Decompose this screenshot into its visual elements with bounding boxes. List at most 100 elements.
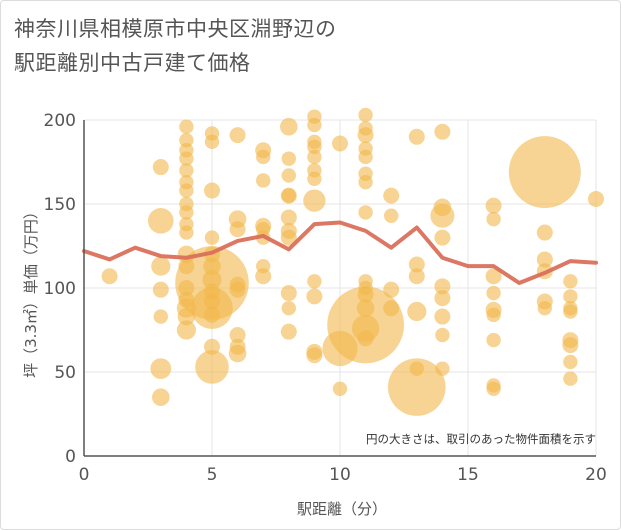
data-bubble bbox=[563, 371, 578, 386]
y-tick-label: 0 bbox=[65, 447, 76, 467]
chart-title: 神奈川県相模原市中央区淵野辺の 駅距離別中古戸建て価格 bbox=[14, 12, 337, 80]
data-bubble bbox=[229, 281, 246, 298]
data-bubble bbox=[280, 209, 297, 226]
data-bubble bbox=[179, 225, 194, 240]
data-bubble bbox=[307, 171, 322, 186]
trend-line-layer bbox=[82, 220, 598, 285]
x-tick-label: 5 bbox=[207, 465, 218, 485]
y-tick-label: 50 bbox=[54, 363, 76, 383]
data-bubble bbox=[563, 289, 578, 304]
data-bubble bbox=[384, 208, 399, 223]
data-bubble bbox=[280, 323, 297, 340]
data-bubble bbox=[562, 337, 579, 354]
data-bubble bbox=[383, 187, 400, 204]
data-bubble bbox=[486, 285, 501, 301]
data-bubble bbox=[358, 149, 373, 165]
y-tick-label: 200 bbox=[44, 111, 76, 131]
data-bubble bbox=[485, 197, 502, 214]
x-tick-label: 0 bbox=[79, 465, 90, 485]
data-bubble bbox=[563, 274, 578, 289]
data-bubble bbox=[430, 203, 455, 228]
data-bubble bbox=[280, 229, 297, 246]
data-bubble bbox=[150, 358, 172, 380]
data-bubble bbox=[485, 268, 502, 285]
data-bubble bbox=[280, 117, 298, 136]
data-bubble bbox=[358, 174, 373, 190]
chart-title-line1: 神奈川県相模原市中央区淵野辺の bbox=[14, 17, 337, 41]
data-bubble bbox=[537, 300, 552, 316]
x-tick-label: 20 bbox=[585, 465, 607, 485]
y-tick-label: 150 bbox=[44, 195, 76, 215]
bubble-size-note: 円の大きさは、取引のあった物件面積を示す bbox=[366, 432, 596, 446]
data-bubble bbox=[280, 187, 297, 204]
data-bubble bbox=[228, 344, 247, 363]
data-bubble bbox=[508, 136, 581, 209]
data-bubble bbox=[434, 290, 451, 307]
data-bubble bbox=[179, 163, 194, 178]
data-bubble bbox=[306, 347, 323, 364]
x-axis-label: 駅距離（分） bbox=[297, 500, 387, 518]
data-bubble bbox=[407, 301, 427, 322]
data-bubble bbox=[408, 256, 425, 273]
data-bubble bbox=[434, 308, 451, 325]
data-bubble bbox=[152, 388, 170, 407]
data-bubble bbox=[101, 268, 118, 285]
data-bubble bbox=[229, 327, 246, 344]
data-bubble bbox=[151, 256, 171, 276]
data-bubble bbox=[179, 132, 194, 148]
data-bubble bbox=[307, 139, 322, 155]
data-bubble bbox=[204, 182, 220, 199]
data-bubble bbox=[434, 123, 451, 140]
data-bubble bbox=[176, 320, 196, 340]
data-bubble bbox=[153, 309, 168, 324]
data-bubble bbox=[486, 307, 501, 323]
data-bubble bbox=[195, 350, 229, 384]
data-bubble bbox=[588, 190, 604, 207]
data-bubble bbox=[408, 268, 425, 285]
chart-title-line2: 駅距離別中古戸建て価格 bbox=[14, 51, 251, 75]
data-bubble bbox=[434, 278, 451, 295]
data-bubble bbox=[179, 151, 194, 166]
data-bubble bbox=[408, 128, 425, 145]
data-bubble bbox=[563, 354, 578, 370]
data-bubble bbox=[434, 229, 451, 246]
data-bubble bbox=[536, 224, 553, 241]
data-bubble bbox=[179, 205, 194, 220]
data-bubble bbox=[435, 361, 450, 376]
y-axis-label: 坪（3.3㎡）単価（万円） bbox=[22, 204, 40, 378]
data-bubble bbox=[486, 381, 501, 396]
data-bubble bbox=[281, 168, 296, 183]
data-bubble bbox=[148, 208, 174, 234]
axes: 0 50 100 150 200 0 5 10 15 20 bbox=[44, 111, 607, 485]
trend-line bbox=[82, 220, 598, 285]
data-bubble bbox=[388, 358, 446, 416]
data-bubble bbox=[229, 221, 246, 238]
data-bubble bbox=[306, 288, 323, 305]
data-bubble bbox=[332, 381, 348, 396]
data-bubble bbox=[307, 149, 322, 165]
data-bubble bbox=[281, 300, 296, 316]
data-bubble bbox=[486, 332, 501, 348]
data-bubble bbox=[255, 268, 272, 285]
data-bubble bbox=[563, 304, 578, 319]
data-bubble bbox=[303, 189, 326, 212]
data-bubble bbox=[280, 285, 297, 302]
data-bubble bbox=[307, 274, 322, 289]
data-bubble bbox=[486, 211, 501, 227]
data-bubble bbox=[307, 117, 322, 133]
data-bubble bbox=[357, 330, 374, 347]
data-bubble bbox=[152, 281, 169, 298]
data-bubble bbox=[358, 107, 373, 123]
x-tick-label: 10 bbox=[329, 465, 351, 485]
data-bubble bbox=[152, 159, 169, 176]
data-bubble bbox=[383, 281, 400, 298]
data-bubble bbox=[281, 151, 296, 166]
bubble-layer bbox=[101, 107, 604, 416]
data-bubble bbox=[229, 127, 246, 144]
data-bubble bbox=[332, 135, 348, 152]
data-bubble bbox=[435, 327, 450, 343]
data-bubble bbox=[204, 306, 220, 323]
y-tick-label: 100 bbox=[44, 279, 76, 299]
data-bubble bbox=[179, 183, 194, 198]
